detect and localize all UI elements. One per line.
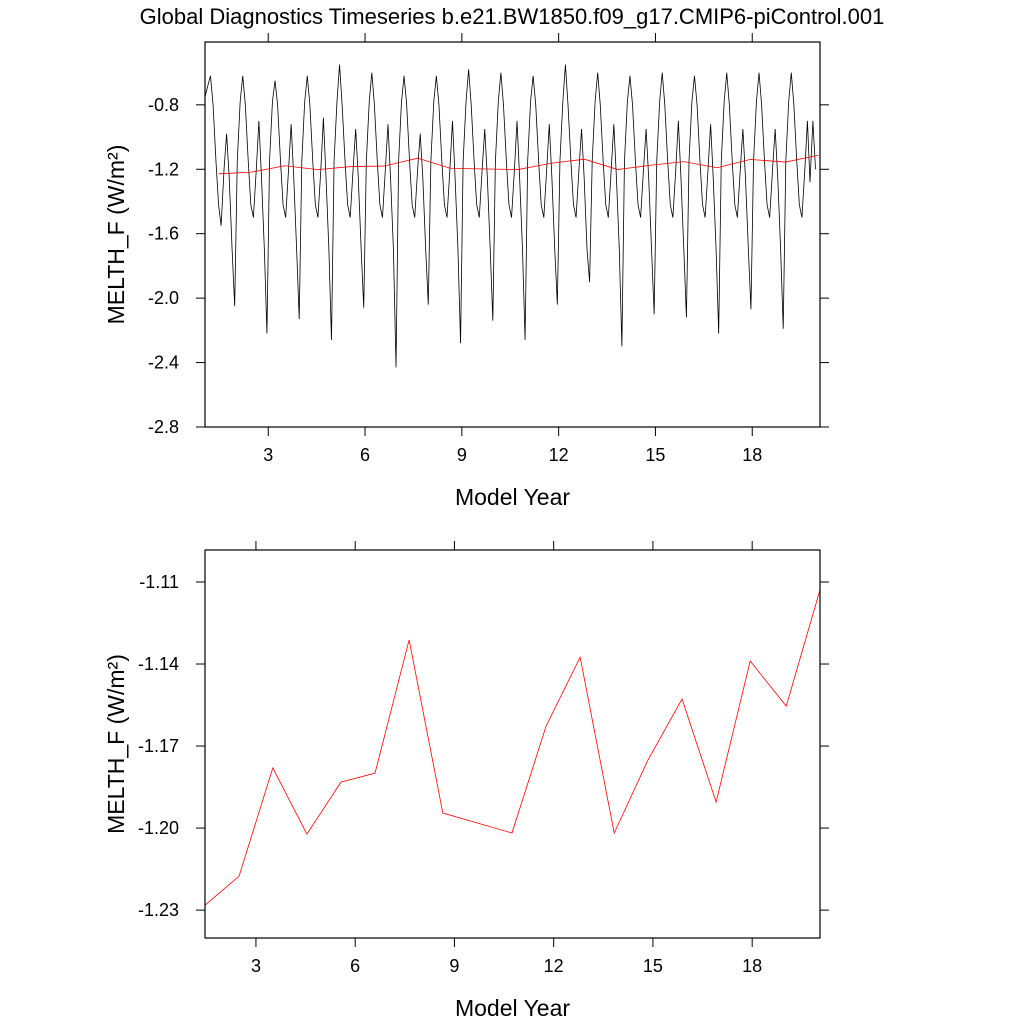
y-tick-label: -0.8 <box>148 95 179 115</box>
y-tick-label: -2.0 <box>148 288 179 308</box>
x-tick-label: 9 <box>449 956 459 976</box>
plot-frame <box>204 549 821 939</box>
y-tick-label: -2.8 <box>148 417 179 437</box>
x-tick-label: 12 <box>544 956 564 976</box>
y-axis-label: MELTH_F (W/m²) <box>103 654 129 834</box>
x-tick-label: 9 <box>457 445 467 465</box>
y-tick-label: -1.14 <box>138 654 179 674</box>
data-line <box>218 154 819 175</box>
y-tick-label: -1.20 <box>138 818 179 838</box>
x-axis-label: Model Year <box>455 995 570 1021</box>
x-tick-label: 6 <box>350 956 360 976</box>
y-tick-label: -1.2 <box>148 159 179 179</box>
y-axis-label: MELTH_F (W/m²) <box>103 145 129 325</box>
chart-title: Global Diagnostics Timeseries b.e21.BW18… <box>140 4 885 29</box>
y-tick-label: -1.23 <box>138 900 179 920</box>
x-tick-label: 15 <box>645 445 665 465</box>
y-tick-label: -1.17 <box>138 736 179 756</box>
x-tick-label: 3 <box>251 956 261 976</box>
data-line <box>204 589 821 906</box>
x-tick-label: 12 <box>549 445 569 465</box>
y-tick-label: -1.11 <box>139 572 179 592</box>
x-tick-label: 6 <box>360 445 370 465</box>
data-line <box>204 64 816 368</box>
x-tick-label: 18 <box>742 445 762 465</box>
plot-frame <box>204 41 821 428</box>
x-tick-label: 3 <box>263 445 273 465</box>
x-tick-label: 15 <box>643 956 663 976</box>
y-tick-label: -2.4 <box>148 353 179 373</box>
x-axis-label: Model Year <box>455 484 570 510</box>
x-tick-label: 18 <box>742 956 762 976</box>
y-tick-label: -1.6 <box>148 224 179 244</box>
